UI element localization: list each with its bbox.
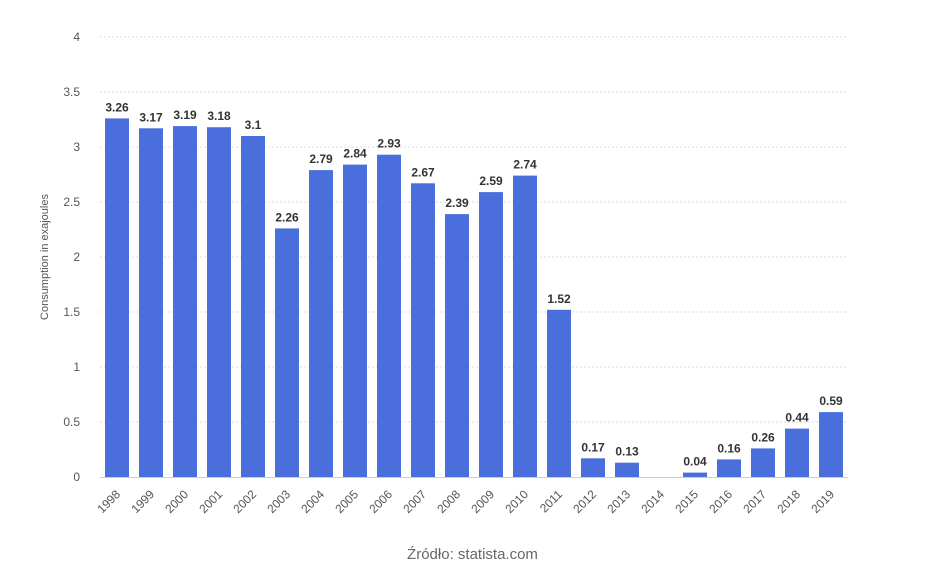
y-tick-label: 3	[73, 140, 80, 154]
x-tick-label-2014: 2014	[638, 487, 667, 516]
bar-2005	[343, 164, 367, 477]
bar-2018	[785, 428, 809, 477]
x-tick-label-2006: 2006	[366, 487, 395, 516]
source-credit: Źródło: statista.com	[407, 546, 538, 563]
y-tick-label: 4	[73, 30, 80, 44]
y-tick-label: 3.5	[63, 85, 80, 99]
x-tick-label-2005: 2005	[332, 487, 361, 516]
bar-2007	[411, 183, 435, 478]
x-tick-label-2003: 2003	[264, 487, 293, 516]
y-tick-label: 1	[73, 360, 80, 374]
y-axis-ticks: 0 0.5 1 1.5 2 2.5 3 3.5 4	[63, 30, 80, 484]
data-label-2002: 3.1	[245, 118, 262, 132]
x-tick-label-2018: 2018	[774, 487, 803, 516]
bar-2011	[547, 309, 571, 477]
x-tick-label-2002: 2002	[230, 487, 259, 516]
bar-2015	[683, 472, 707, 477]
x-tick-label-2004: 2004	[298, 487, 327, 516]
data-label-2013: 0.13	[615, 445, 639, 459]
data-labels: 3.26 3.17 3.19 3.18 3.1 2.26 2.79 2.84 2.93 2.67 2…	[105, 100, 843, 468]
data-label-2008: 2.39	[445, 196, 469, 210]
bar-1999	[139, 128, 163, 478]
data-label-2017: 0.26	[751, 430, 775, 444]
data-label-2019: 0.59	[819, 394, 843, 408]
data-label-2006: 2.93	[377, 137, 401, 151]
x-tick-label-2008: 2008	[434, 487, 463, 516]
x-tick-label-1999: 1999	[128, 487, 157, 516]
x-tick-label-2010: 2010	[502, 487, 531, 516]
y-tick-label: 1.5	[63, 305, 80, 319]
bar-2009	[479, 192, 503, 477]
data-label-2010: 2.74	[513, 158, 537, 172]
bar-2012	[581, 458, 605, 477]
bar-2002	[241, 136, 265, 477]
x-tick-label-2001: 2001	[196, 487, 225, 516]
y-tick-label: 2.5	[63, 195, 80, 209]
x-tick-label-2017: 2017	[740, 487, 769, 516]
x-tick-label-1998: 1998	[94, 487, 123, 516]
x-axis-ticks: 1998 1999 2000 2001 2002 2003 2004 2005 2006 2007…	[94, 487, 837, 516]
bar-2000	[173, 126, 197, 477]
bar-2004	[309, 170, 333, 477]
x-tick-label-2019: 2019	[808, 487, 837, 516]
data-label-2005: 2.84	[343, 147, 367, 161]
data-label-2000: 3.19	[173, 108, 197, 122]
data-label-2011: 1.52	[547, 292, 571, 306]
data-label-2018: 0.44	[785, 411, 809, 425]
bars	[105, 118, 843, 478]
data-label-2016: 0.16	[717, 441, 741, 455]
y-tick-label: 0	[73, 470, 80, 484]
data-label-2004: 2.79	[309, 152, 333, 166]
bar-2006	[377, 154, 401, 477]
x-tick-label-2007: 2007	[400, 487, 429, 516]
bar-2003	[275, 228, 299, 477]
data-label-2007: 2.67	[411, 165, 435, 179]
x-tick-label-2011: 2011	[537, 487, 565, 515]
bar-2008	[445, 214, 469, 477]
bar-2013	[615, 462, 639, 477]
x-tick-label-2016: 2016	[706, 487, 735, 516]
bar-2001	[207, 127, 231, 477]
x-tick-label-2012: 2012	[570, 487, 599, 516]
data-label-2009: 2.59	[479, 174, 503, 188]
y-axis-title: Consumption in exajoules	[39, 194, 51, 320]
bar-2016	[717, 459, 741, 477]
data-label-2001: 3.18	[207, 109, 231, 123]
x-tick-label-2015: 2015	[672, 487, 701, 516]
data-label-1998: 3.26	[105, 100, 129, 114]
y-tick-label: 0.5	[63, 415, 80, 429]
y-tick-label: 2	[73, 250, 80, 264]
x-tick-label-2009: 2009	[468, 487, 497, 516]
bar-2010	[513, 175, 537, 477]
bar-2019	[819, 412, 843, 477]
data-label-2003: 2.26	[275, 210, 299, 224]
data-label-2015: 0.04	[683, 455, 707, 469]
x-tick-label-2000: 2000	[162, 487, 191, 516]
bar-1998	[105, 118, 129, 478]
data-label-2012: 0.17	[581, 440, 605, 454]
data-label-1999: 3.17	[139, 110, 163, 124]
x-tick-label-2013: 2013	[604, 487, 633, 516]
bar-2017	[751, 448, 775, 477]
